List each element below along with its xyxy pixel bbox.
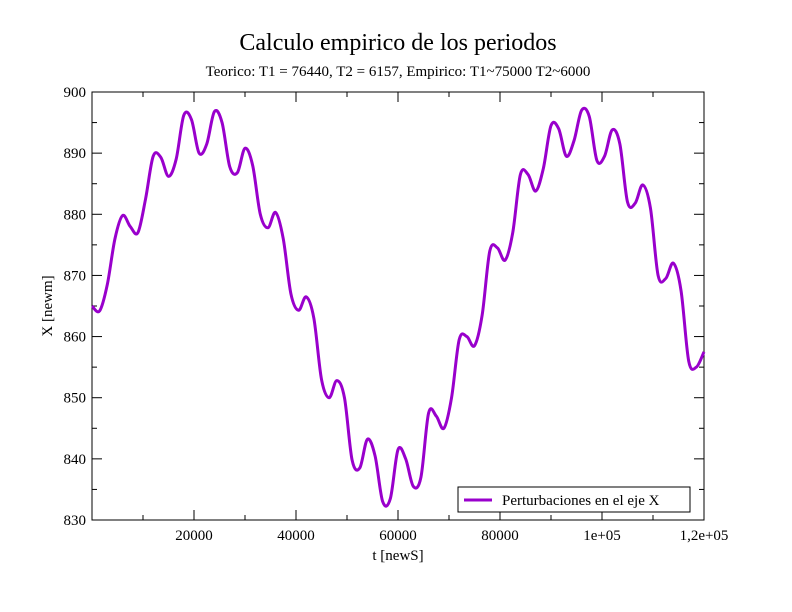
legend-label: Perturbaciones en el eje X (502, 493, 660, 509)
legend: Perturbaciones en el eje X (457, 486, 691, 513)
tick-labels: 20000 40000 60000 80000 1e+05 1,2e+05 830 840 85… (64, 85, 729, 544)
y-tick-label: 850 (64, 391, 87, 407)
x-tick-label: 1e+05 (583, 528, 621, 544)
x-tick-label: 80000 (481, 528, 519, 544)
x-tick-label: 60000 (379, 528, 417, 544)
y-tick-label: 840 (64, 452, 87, 468)
chart-subtitle: Teorico: T1 = 76440, T2 = 6157, Empirico… (206, 64, 591, 80)
y-tick-label: 900 (64, 85, 87, 101)
y-tick-label: 890 (64, 146, 87, 162)
x-tick-label: 20000 (175, 528, 213, 544)
chart-title: Calculo empirico de los periodos (239, 30, 556, 56)
y-axis-label: X [newm] (40, 275, 56, 336)
x-tick-label: 1,2e+05 (680, 528, 729, 544)
axis-ticks (92, 91, 705, 521)
legend-box (457, 486, 691, 513)
series-line (90, 106, 706, 508)
y-tick-label: 830 (64, 513, 87, 529)
y-tick-label: 870 (64, 268, 87, 284)
series-layer (90, 106, 706, 508)
x-axis-label: t [newS] (372, 548, 423, 564)
x-tick-label: 40000 (277, 528, 315, 544)
y-tick-label: 880 (64, 207, 87, 223)
y-tick-label: 860 (64, 330, 87, 346)
